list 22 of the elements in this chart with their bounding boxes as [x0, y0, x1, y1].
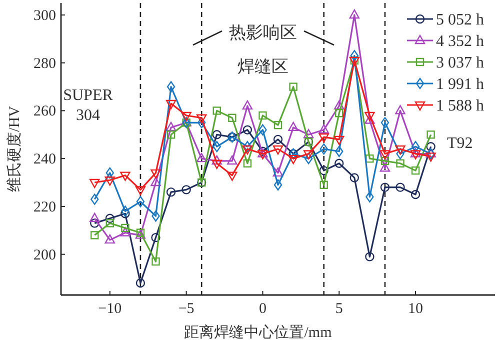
annotation: 热影响区 [229, 23, 297, 42]
annotation: T92 [447, 135, 473, 152]
legend-label: 1 991 h [436, 76, 484, 93]
legend-label: 1 588 h [436, 98, 484, 114]
annotation: SUPER 304 [63, 87, 114, 124]
legend-label: 4 352 h [436, 33, 484, 50]
y-tick-label: 260 [34, 104, 56, 120]
y-tick-label: 200 [34, 247, 56, 264]
x-tick-label: −10 [98, 301, 122, 317]
y-tick-label: 240 [34, 152, 56, 168]
y-tick-label: 280 [34, 56, 56, 72]
legend-label: 5 052 h [436, 12, 484, 28]
x-tick-label: 5 [335, 301, 343, 317]
x-axis-title: 距离焊缝中心位置/mm [184, 324, 332, 341]
x-tick-label: 10 [408, 301, 424, 317]
x-tick-label: −5 [178, 301, 194, 317]
y-tick-label: 300 [34, 8, 56, 24]
annotation: 焊缝区 [238, 57, 288, 76]
x-tick-label: 0 [258, 301, 266, 317]
legend-label: 3 037 h [436, 54, 484, 72]
y-axis-title: 维氏硬度/HV [6, 106, 23, 192]
y-tick-label: 220 [34, 199, 56, 216]
